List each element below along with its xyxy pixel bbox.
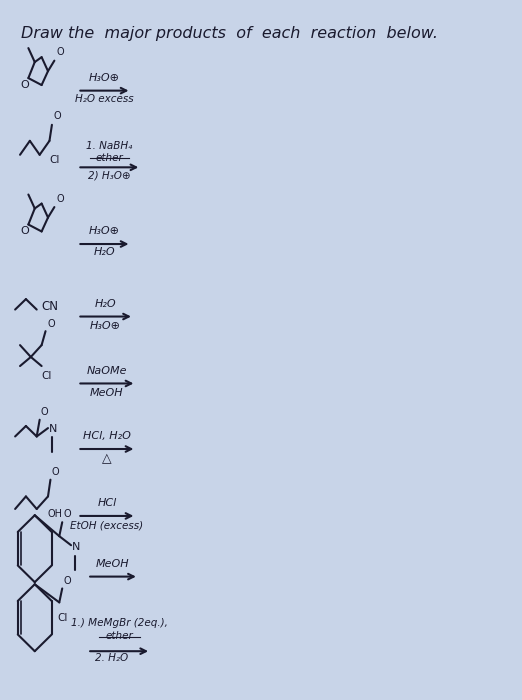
Text: Cl: Cl	[42, 371, 52, 381]
Text: O: O	[52, 467, 60, 477]
Text: N: N	[49, 424, 57, 435]
Text: 1.) MeMgBr (2eq.),: 1.) MeMgBr (2eq.),	[70, 618, 168, 629]
Text: O: O	[54, 111, 62, 121]
Text: H₃O⊕: H₃O⊕	[89, 73, 120, 83]
Text: O: O	[56, 47, 64, 57]
Text: O: O	[56, 194, 64, 204]
Text: O: O	[20, 80, 29, 90]
Text: H₂O: H₂O	[93, 247, 115, 258]
Text: HCl: HCl	[97, 498, 116, 508]
Text: N: N	[72, 542, 80, 552]
Text: ether: ether	[96, 153, 123, 162]
Text: 1. NaBH₄: 1. NaBH₄	[86, 141, 133, 151]
Text: 2) H₃O⊕: 2) H₃O⊕	[88, 171, 130, 181]
Text: EtOH (excess): EtOH (excess)	[70, 521, 144, 531]
Text: O: O	[47, 319, 55, 329]
Text: △: △	[102, 452, 112, 466]
Text: Cl: Cl	[58, 613, 68, 623]
Text: MeOH: MeOH	[96, 559, 130, 569]
Text: H₂O excess: H₂O excess	[75, 94, 134, 104]
Text: H₃O⊕: H₃O⊕	[90, 321, 121, 330]
Text: Cl: Cl	[50, 155, 60, 164]
Text: OH: OH	[48, 509, 63, 519]
Text: 2. H₂O: 2. H₂O	[95, 653, 128, 663]
Text: O: O	[64, 510, 72, 519]
Text: H₂O: H₂O	[95, 299, 116, 309]
Text: O: O	[64, 575, 72, 586]
Text: MeOH: MeOH	[90, 388, 124, 398]
Text: Draw the  major products  of  each  reaction  below.: Draw the major products of each reaction…	[21, 26, 438, 41]
Text: HCl, H₂O: HCl, H₂O	[83, 431, 131, 442]
Text: H₃O⊕: H₃O⊕	[89, 227, 120, 237]
Text: CN: CN	[42, 300, 58, 313]
Text: O: O	[20, 227, 29, 237]
Text: NaOMe: NaOMe	[87, 366, 127, 376]
Text: O: O	[41, 407, 48, 417]
Text: ether: ether	[105, 631, 133, 641]
